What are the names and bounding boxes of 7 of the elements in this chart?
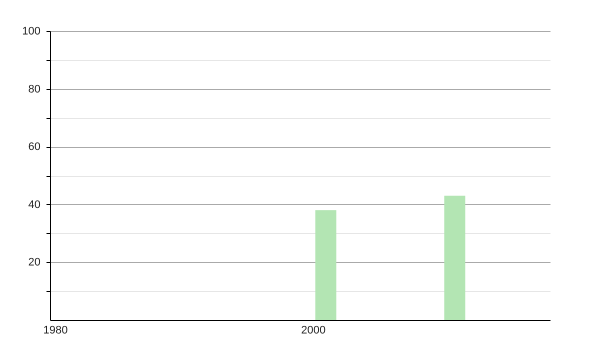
x-tick-label: 1980	[43, 324, 68, 336]
y-tick-label: 60	[28, 141, 40, 154]
x-tick-label: 2000	[301, 324, 326, 336]
y-tick-label: 40	[28, 198, 40, 211]
y-tick-label: 100	[22, 26, 40, 38]
y-tick-label: 80	[28, 83, 40, 96]
y-tick-label: 20	[28, 256, 40, 269]
